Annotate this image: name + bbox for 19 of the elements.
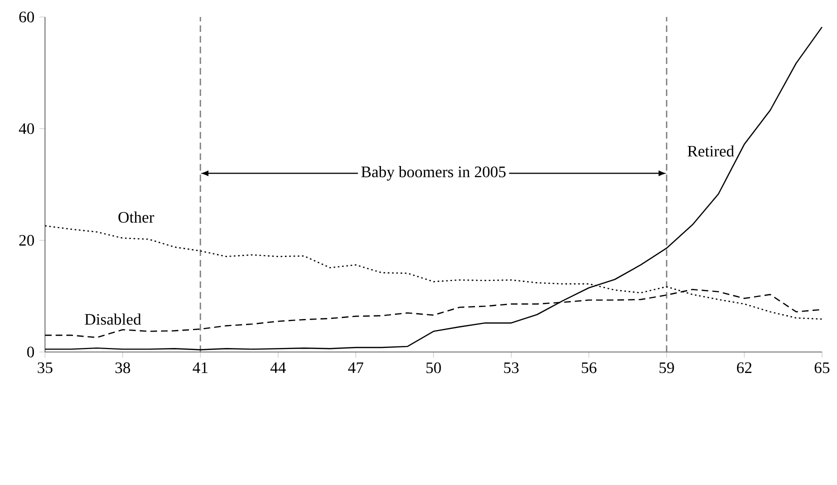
x-tick-label: 53 [504, 362, 519, 374]
y-tick-label: 20 [19, 234, 34, 246]
series-label: Retired [688, 145, 734, 157]
x-tick-label: 65 [814, 362, 830, 374]
x-tick-label: 50 [426, 362, 441, 374]
annotation: Baby boomers in 2005 [361, 166, 506, 181]
y-tick-label: 40 [18, 123, 34, 134]
y-tick-label: 60 [19, 12, 34, 22]
y-tick-label: 0 [27, 346, 34, 358]
x-tick-label: 59 [660, 362, 674, 374]
x-tick-label: 62 [737, 362, 752, 374]
x-tick-label: 47 [348, 362, 364, 373]
x-tick-label: 41 [192, 362, 208, 373]
series-label: Other [118, 211, 154, 223]
x-tick-label: 56 [582, 362, 596, 374]
series-label: Disabled [84, 314, 142, 325]
x-tick-label: 38 [115, 362, 130, 374]
x-tick-label: 35 [38, 362, 52, 374]
x-tick-label: 44 [270, 362, 286, 373]
